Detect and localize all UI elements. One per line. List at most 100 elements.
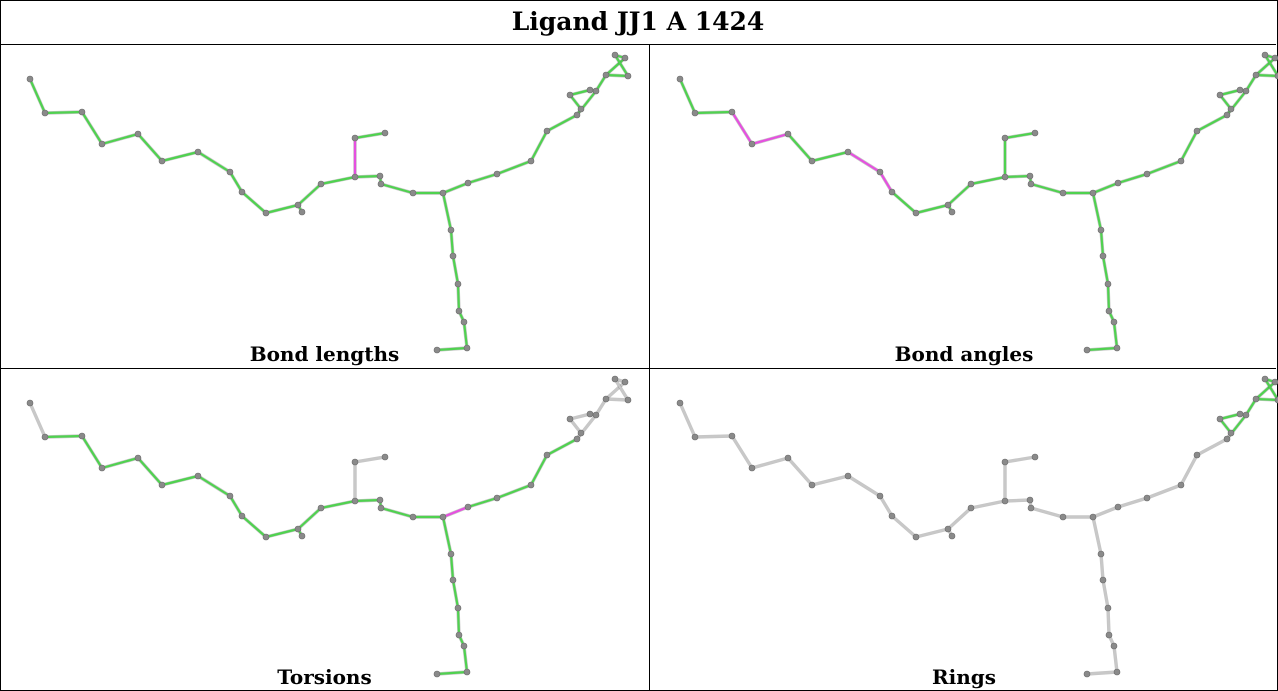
- bond: [228, 170, 244, 194]
- atom: [1113, 344, 1121, 352]
- bond: [449, 552, 455, 582]
- atom: [409, 513, 417, 521]
- atom: [298, 208, 306, 216]
- atom: [78, 432, 86, 440]
- atom: [1104, 280, 1112, 288]
- bond: [43, 434, 84, 439]
- atom: [948, 208, 956, 216]
- atom: [592, 87, 600, 95]
- bond: [678, 401, 697, 439]
- bond: [1112, 644, 1119, 674]
- atom: [1105, 307, 1113, 315]
- atom: [1143, 494, 1151, 502]
- atom: [748, 464, 756, 472]
- bond: [890, 514, 918, 539]
- atom: [449, 576, 457, 584]
- atom: [317, 180, 325, 188]
- bond: [878, 494, 894, 518]
- atom: [158, 157, 166, 165]
- bond: [604, 380, 627, 401]
- atom: [621, 378, 629, 386]
- bond: [1254, 56, 1277, 77]
- atom: [1261, 375, 1269, 383]
- atom: [194, 148, 202, 156]
- atom: [238, 512, 246, 520]
- bond: [545, 437, 579, 457]
- atom: [527, 481, 535, 489]
- bond: [1195, 437, 1229, 457]
- atom: [912, 209, 920, 217]
- bond: [1106, 282, 1111, 313]
- bond: [80, 434, 104, 470]
- bond: [462, 644, 469, 674]
- panel-bond-lengths: Bond lengths: [0, 45, 649, 368]
- bond: [1091, 505, 1120, 519]
- atom: [1097, 550, 1105, 558]
- atom: [1001, 134, 1009, 142]
- bond: [1091, 191, 1103, 232]
- bond: [1218, 412, 1242, 421]
- atom: [1059, 189, 1067, 197]
- bond: [1003, 131, 1037, 140]
- atom: [543, 451, 551, 459]
- bond: [1003, 455, 1037, 464]
- atom: [1114, 179, 1122, 187]
- bond: [1099, 228, 1105, 258]
- atom: [317, 504, 325, 512]
- bond: [353, 455, 387, 464]
- bond: [1254, 397, 1278, 402]
- atom: [455, 307, 463, 315]
- bond: [379, 182, 415, 195]
- bond: [786, 456, 814, 487]
- bond: [1195, 113, 1229, 133]
- atom: [1227, 105, 1235, 113]
- atom: [134, 130, 142, 138]
- atom: [1110, 642, 1118, 650]
- atom: [691, 433, 699, 441]
- bond: [1254, 380, 1277, 401]
- bond: [613, 53, 630, 78]
- atom: [463, 668, 471, 676]
- atom: [1113, 668, 1121, 676]
- bond: [353, 131, 387, 140]
- atom: [944, 525, 952, 533]
- atom: [351, 458, 359, 466]
- atom: [464, 503, 472, 511]
- atom: [621, 54, 629, 62]
- atom: [691, 109, 699, 117]
- bond: [969, 175, 1007, 186]
- atom: [1027, 180, 1035, 188]
- atom: [1083, 346, 1091, 354]
- bond: [28, 401, 47, 439]
- rings-molecule: [676, 375, 1278, 678]
- atom: [1193, 127, 1201, 135]
- atom: [912, 533, 920, 541]
- bond: [456, 606, 461, 637]
- bond: [946, 182, 973, 207]
- bond: [1085, 346, 1119, 352]
- atom: [1097, 226, 1105, 234]
- bond: [914, 527, 950, 539]
- atom: [1059, 513, 1067, 521]
- bond: [1091, 181, 1120, 195]
- bond: [946, 506, 973, 531]
- atom: [728, 432, 736, 440]
- atom: [226, 168, 234, 176]
- atom: [602, 395, 610, 403]
- bond-angles-molecule: [676, 51, 1278, 354]
- atom: [1099, 252, 1107, 260]
- atom: [1223, 435, 1231, 443]
- atom: [409, 189, 417, 197]
- atom: [784, 454, 792, 462]
- atom: [454, 280, 462, 288]
- atom: [449, 252, 457, 260]
- atom: [611, 51, 619, 59]
- bond: [1112, 320, 1119, 350]
- atom: [439, 513, 447, 521]
- atom: [1227, 429, 1235, 437]
- atom: [611, 375, 619, 383]
- bond: [693, 434, 734, 439]
- atom: [294, 525, 302, 533]
- atom: [1104, 604, 1112, 612]
- atom: [1110, 318, 1118, 326]
